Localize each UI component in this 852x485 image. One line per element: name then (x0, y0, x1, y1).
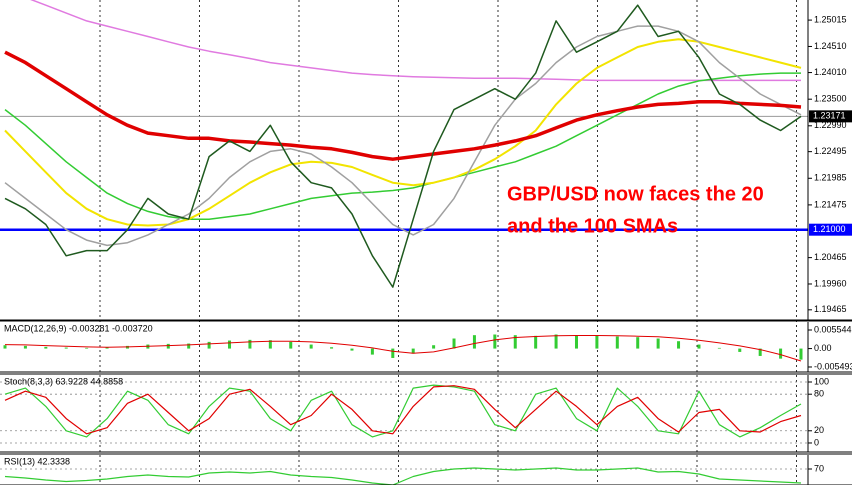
series-line (4, 384, 802, 438)
series-line (4, 25, 802, 247)
histogram-bar (228, 340, 232, 349)
histogram-bar (452, 338, 456, 349)
histogram-bar (105, 347, 109, 349)
histogram-bar (166, 343, 170, 349)
level-label: 1.21000 (813, 224, 846, 234)
series-line (4, 385, 802, 435)
panel (0, 467, 808, 485)
y-tick-label: 1.23500 (814, 94, 847, 104)
panel-title: MACD(12,26,9) -0.003281 -0.003720 (4, 323, 153, 333)
level-label-box (809, 223, 852, 236)
y-tick-label: 20 (814, 425, 824, 435)
y-tick-label: 0.00 (814, 343, 832, 353)
histogram-bar (3, 345, 7, 349)
histogram-bar (534, 335, 538, 349)
histogram-bar (411, 348, 415, 354)
y-tick-label: 1.24510 (814, 41, 847, 51)
y-tick-label: 1.20465 (814, 252, 847, 262)
series-line (4, 467, 802, 485)
histogram-bar (268, 340, 272, 349)
panel (3, 334, 803, 362)
histogram-bar (64, 347, 68, 349)
histogram-bar (574, 335, 578, 349)
histogram-bar (289, 341, 293, 349)
histogram-bar (656, 338, 660, 349)
histogram-bar (472, 335, 476, 349)
panel (0, 0, 808, 288)
y-tick-label: 1.21985 (814, 173, 847, 183)
histogram-bar (187, 343, 191, 349)
series-line (4, 72, 801, 220)
histogram-bar (85, 347, 89, 349)
histogram-bar (207, 341, 211, 349)
histogram-bar (758, 348, 762, 356)
histogram-bar (779, 348, 783, 359)
series-line (4, 38, 802, 227)
y-tick-label: 0 (814, 437, 819, 447)
panel-title: Stoch(8,3,3) 63.9228 44.8858 (4, 376, 123, 386)
y-tick-label: -0.005493 (814, 361, 852, 371)
series-line (4, 4, 802, 288)
histogram-bar (391, 348, 395, 358)
histogram-bar (309, 344, 313, 349)
panel-title: RSI(13) 42.3338 (4, 456, 70, 466)
histogram-bar (493, 334, 497, 349)
histogram-bar (370, 348, 374, 355)
histogram-bar (330, 347, 334, 349)
y-tick-label: 1.22990 (814, 120, 847, 130)
series-line (30, 0, 801, 82)
y-tick-label: 1.19960 (814, 278, 847, 288)
y-tick-label: 1.24010 (814, 67, 847, 77)
histogram-bar (23, 345, 27, 349)
histogram-bar (738, 348, 742, 352)
y-tick-label: 1.25015 (814, 14, 847, 24)
y-tick-label: 70 (814, 463, 824, 473)
histogram-bar (513, 335, 517, 349)
histogram-bar (350, 348, 354, 351)
histogram-bar (554, 334, 558, 349)
y-tick-label: 1.19465 (814, 304, 847, 314)
level-label-box (809, 110, 852, 123)
panel (0, 381, 808, 444)
y-tick-label: 1.22495 (814, 146, 847, 156)
y-tick-label: 0.005544 (814, 324, 852, 334)
histogram-bar (432, 345, 436, 349)
histogram-bar (595, 335, 599, 349)
series-line (4, 335, 802, 362)
histogram-bar (799, 348, 803, 360)
level-label: 1.23171 (813, 111, 846, 121)
series-line (4, 50, 802, 161)
histogram-bar (248, 339, 252, 349)
histogram-bar (697, 344, 701, 349)
annotation: GBP/USD now faces the 20 (507, 183, 764, 205)
histogram-bar (677, 341, 681, 349)
y-tick-label: 1.21475 (814, 199, 847, 209)
histogram-bar (44, 346, 48, 349)
annotation: and the 100 SMAs (507, 215, 678, 237)
histogram-bar (636, 337, 640, 349)
histogram-bar (717, 347, 721, 349)
histogram-bar (615, 336, 619, 349)
y-tick-label: 80 (814, 389, 824, 399)
y-tick-label: 100 (814, 376, 829, 386)
